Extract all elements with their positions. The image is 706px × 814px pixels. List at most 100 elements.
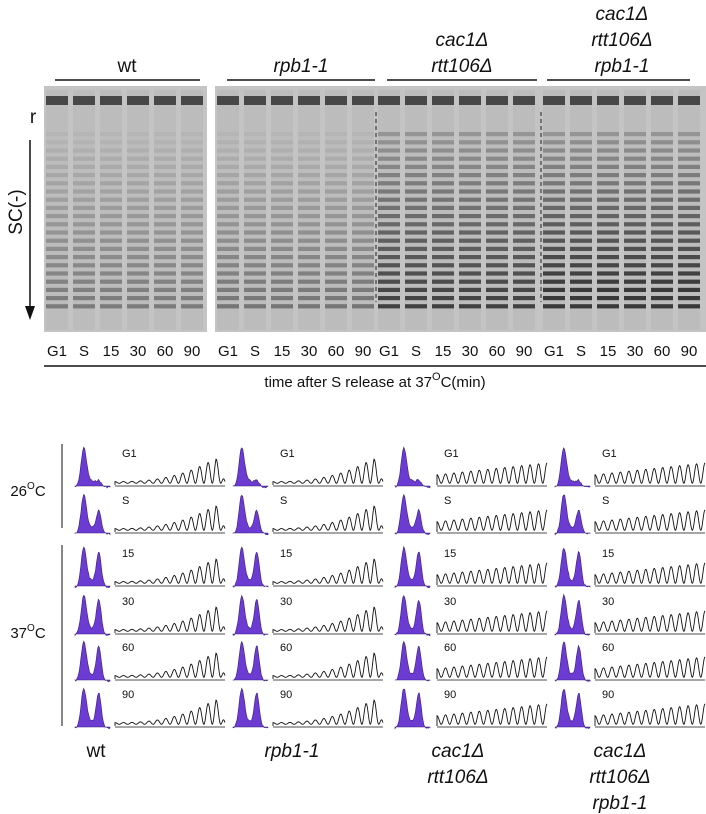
ladder-profile <box>272 606 384 633</box>
band <box>432 296 454 301</box>
band <box>486 255 508 260</box>
band <box>73 140 95 145</box>
time-label: 15 <box>602 548 614 560</box>
band <box>651 238 673 243</box>
band <box>678 173 700 178</box>
band <box>73 263 95 268</box>
band <box>513 271 535 276</box>
band <box>513 255 535 260</box>
band <box>181 132 203 137</box>
band <box>181 96 203 105</box>
band <box>46 156 68 161</box>
band <box>154 271 176 276</box>
band <box>100 238 122 243</box>
band <box>678 222 700 227</box>
band <box>73 255 95 260</box>
dna-histogram <box>74 687 111 730</box>
band <box>100 205 122 210</box>
band <box>244 189 266 194</box>
band <box>405 197 427 202</box>
band <box>624 148 646 153</box>
band <box>543 304 565 309</box>
band <box>432 304 454 309</box>
band <box>352 214 374 219</box>
band <box>624 96 646 105</box>
band <box>73 230 95 235</box>
band <box>678 214 700 219</box>
band <box>127 255 149 260</box>
band <box>271 164 293 169</box>
lane-label: 15 <box>435 343 452 360</box>
strain-label: rtt106Δ <box>427 767 488 788</box>
band <box>352 296 374 301</box>
band <box>432 287 454 292</box>
band <box>378 164 400 169</box>
band <box>513 304 535 309</box>
band <box>486 189 508 194</box>
band <box>100 214 122 219</box>
band <box>624 296 646 301</box>
band <box>405 296 427 301</box>
band <box>352 222 374 227</box>
band <box>432 132 454 137</box>
ladder-profile <box>594 462 706 485</box>
dna-histogram <box>394 640 431 682</box>
lane-label: S <box>576 343 586 360</box>
band <box>570 246 592 251</box>
band <box>543 287 565 292</box>
band <box>543 189 565 194</box>
band <box>651 271 673 276</box>
ladder-profile <box>436 562 548 585</box>
band <box>352 197 374 202</box>
band <box>100 263 122 268</box>
band <box>325 148 347 153</box>
band <box>100 140 122 145</box>
band <box>325 214 347 219</box>
band <box>154 296 176 301</box>
band <box>244 140 266 145</box>
band <box>486 287 508 292</box>
ladder-profile <box>272 558 384 585</box>
band <box>154 255 176 260</box>
band <box>513 197 535 202</box>
dna-histogram <box>232 687 269 729</box>
band <box>597 164 619 169</box>
lane <box>217 90 239 330</box>
band <box>486 197 508 202</box>
band <box>513 230 535 235</box>
band <box>298 222 320 227</box>
band <box>298 173 320 178</box>
band <box>513 279 535 284</box>
dna-histogram <box>232 594 269 637</box>
band <box>73 296 95 301</box>
band <box>378 263 400 268</box>
band <box>624 304 646 309</box>
band <box>651 255 673 260</box>
band <box>513 148 535 153</box>
band <box>298 271 320 276</box>
band <box>244 263 266 268</box>
band <box>352 173 374 178</box>
band <box>624 181 646 186</box>
band <box>325 304 347 309</box>
band <box>127 222 149 227</box>
band <box>543 263 565 268</box>
band <box>100 296 122 301</box>
band <box>298 156 320 161</box>
dna-histogram <box>394 446 431 489</box>
band <box>543 205 565 210</box>
band <box>298 148 320 153</box>
band <box>154 148 176 153</box>
strain-label: rpb1-1 <box>274 56 329 77</box>
band <box>459 230 481 235</box>
lane <box>127 90 149 330</box>
band <box>405 96 427 105</box>
band <box>217 181 239 186</box>
band <box>181 271 203 276</box>
band <box>244 246 266 251</box>
dna-histogram <box>74 446 111 489</box>
band <box>624 230 646 235</box>
band <box>678 296 700 301</box>
band <box>486 271 508 276</box>
